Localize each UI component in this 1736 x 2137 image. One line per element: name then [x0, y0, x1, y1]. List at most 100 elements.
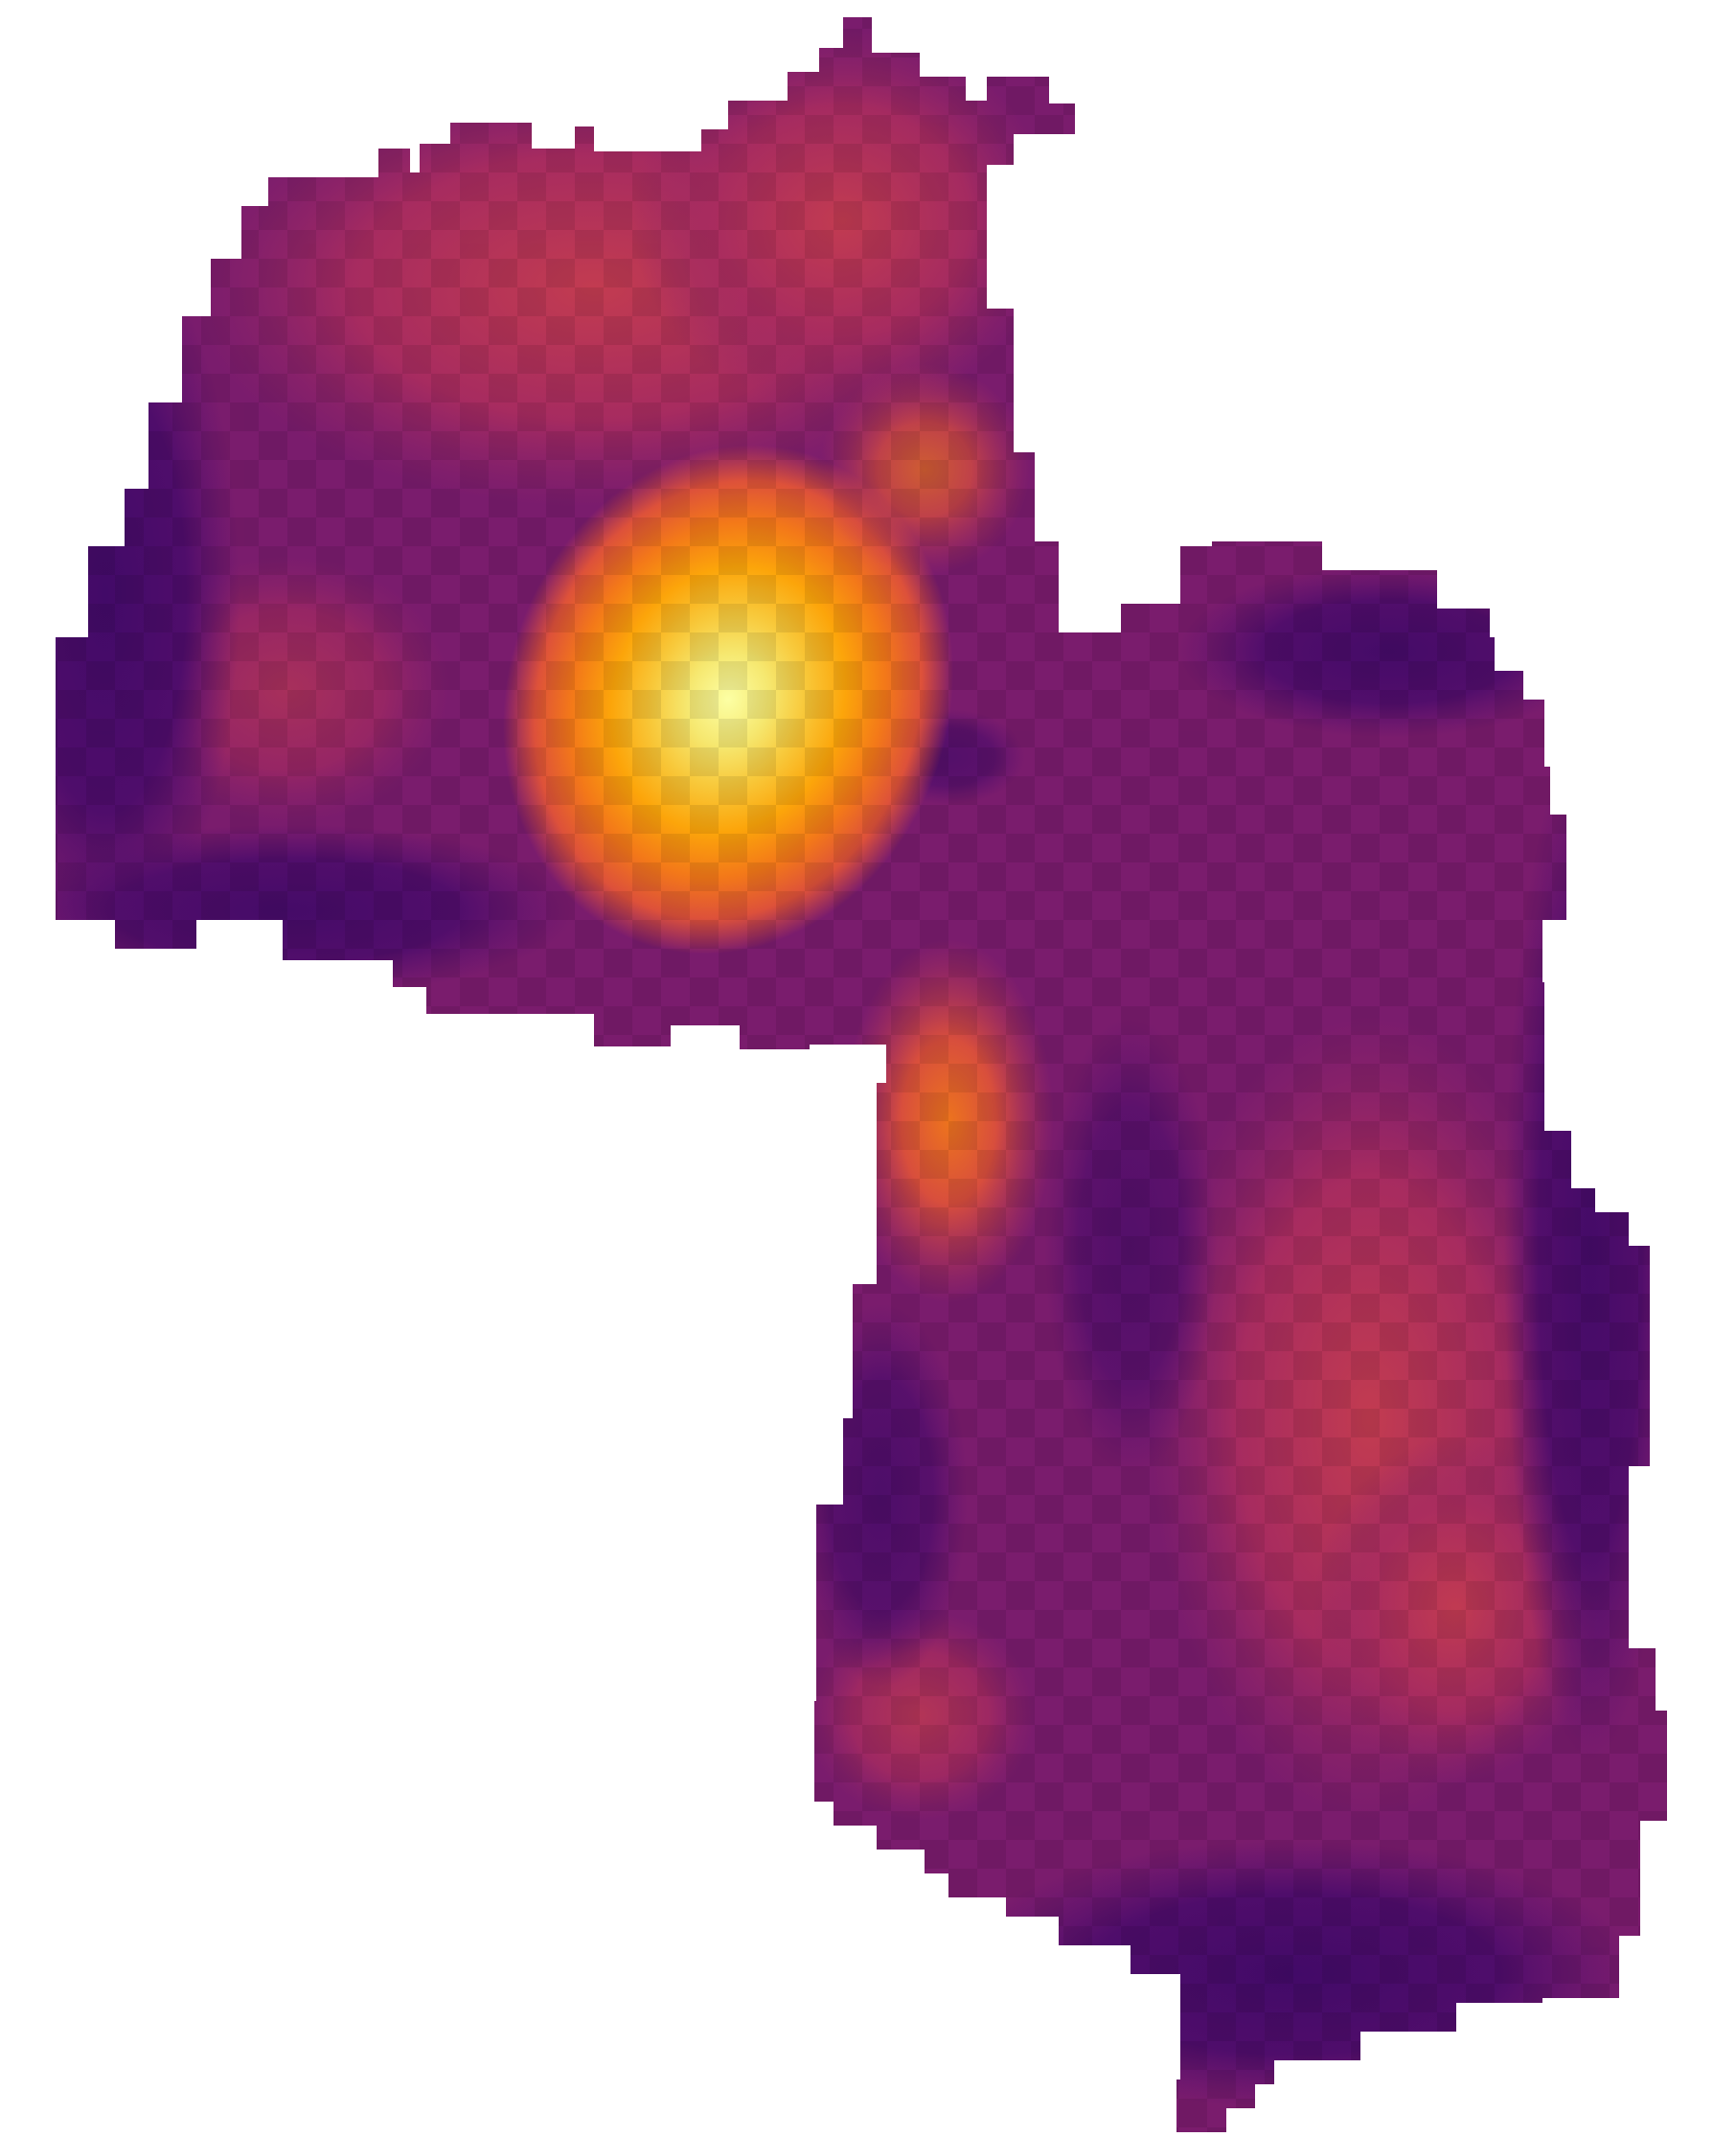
raster-cell	[1523, 431, 1552, 460]
raster-cell	[287, 1437, 316, 1466]
raster-cell	[1322, 2070, 1351, 2099]
raster-cell	[56, 29, 57, 57]
raster-cell	[632, 977, 661, 1006]
raster-cell	[719, 1984, 747, 2012]
raster-cell	[776, 949, 805, 977]
raster-cell	[460, 1955, 489, 1984]
raster-cell	[719, 431, 747, 460]
raster-cell	[172, 17, 201, 29]
raster-cell	[977, 460, 1006, 489]
raster-cell	[1121, 1639, 1150, 1667]
raster-cell	[719, 144, 747, 172]
raster-cell	[1150, 1897, 1178, 1926]
raster-cell	[172, 1552, 201, 1581]
raster-cell	[719, 1409, 747, 1437]
raster-cell	[747, 977, 776, 1006]
raster-cell	[144, 719, 172, 747]
raster-cell	[345, 57, 374, 86]
raster-cell	[1150, 1092, 1178, 1121]
raster-cell	[575, 1495, 604, 1524]
raster-cell	[1523, 1236, 1552, 1265]
raster-cell	[1121, 374, 1150, 402]
raster-cell	[1322, 920, 1351, 949]
raster-cell	[374, 1236, 402, 1265]
raster-cell	[891, 1926, 920, 1955]
raster-cell	[230, 1265, 259, 1294]
raster-cell	[431, 374, 460, 402]
raster-cell	[747, 1552, 776, 1581]
raster-cell	[1035, 1265, 1063, 1294]
raster-cell	[805, 1495, 834, 1524]
raster-cell	[776, 1179, 805, 1207]
raster-cell	[1552, 1150, 1581, 1179]
raster-cell	[1063, 661, 1092, 690]
raster-cell	[0, 230, 29, 259]
raster-cell	[948, 604, 977, 632]
raster-cell	[719, 29, 747, 57]
raster-cell	[862, 1265, 891, 1294]
raster-cell	[517, 287, 546, 316]
raster-cell	[1408, 2099, 1437, 2127]
raster-cell	[1552, 1495, 1581, 1524]
raster-cell	[201, 1984, 230, 2012]
raster-cell	[632, 690, 661, 719]
raster-cell	[1293, 29, 1322, 57]
raster-cell	[489, 1236, 517, 1265]
raster-cell	[1725, 1552, 1736, 1581]
raster-cell	[1121, 834, 1150, 862]
raster-cell	[201, 1869, 230, 1897]
raster-cell	[1610, 1207, 1638, 1236]
raster-cell	[862, 1955, 891, 1984]
raster-cell	[1236, 201, 1265, 230]
raster-cell	[374, 1121, 402, 1150]
raster-cell	[1092, 460, 1121, 489]
raster-cell	[345, 287, 374, 316]
raster-cell	[201, 1409, 230, 1437]
raster-cell	[1725, 1897, 1736, 1926]
raster-cell	[0, 1265, 29, 1294]
raster-cell	[115, 1552, 144, 1581]
raster-cell	[1523, 1811, 1552, 1840]
raster-cell	[1495, 1437, 1523, 1466]
raster-cell	[1351, 1984, 1380, 2012]
raster-cell	[719, 1581, 747, 1610]
raster-cell	[1006, 1639, 1035, 1667]
raster-cell	[1092, 1840, 1121, 1869]
raster-cell	[1638, 316, 1667, 345]
raster-cell	[1322, 1552, 1351, 1581]
raster-cell	[1437, 172, 1466, 201]
raster-cell	[56, 2099, 57, 2127]
raster-cell	[57, 2070, 86, 2099]
raster-cell	[1638, 891, 1667, 920]
raster-cell	[632, 1092, 661, 1121]
raster-cell	[345, 1552, 374, 1581]
raster-cell	[144, 834, 172, 862]
raster-cell	[776, 1754, 805, 1782]
raster-cell	[201, 661, 230, 690]
raster-cell	[1178, 891, 1207, 920]
raster-cell	[287, 1495, 316, 1524]
raster-cell	[1236, 1696, 1265, 1725]
raster-cell	[1552, 805, 1581, 834]
raster-cell	[546, 1984, 575, 2012]
raster-cell	[834, 1754, 862, 1782]
raster-cell	[1495, 747, 1523, 776]
raster-cell	[719, 201, 747, 230]
raster-cell	[144, 604, 172, 632]
raster-cell	[1638, 1179, 1667, 1207]
raster-cell	[460, 115, 489, 144]
raster-cell	[776, 1466, 805, 1495]
raster-cell	[1380, 345, 1408, 374]
raster-cell	[230, 2127, 259, 2132]
raster-cell	[460, 2012, 489, 2041]
raster-cell	[1207, 1265, 1236, 1294]
raster-cell	[1638, 1294, 1667, 1322]
raster-cell	[1696, 776, 1725, 805]
raster-cell	[1523, 1006, 1552, 1035]
raster-cell	[891, 201, 920, 230]
raster-cell	[604, 1984, 632, 2012]
raster-cell	[1063, 1869, 1092, 1897]
raster-cell	[891, 1524, 920, 1552]
raster-cell	[604, 1639, 632, 1667]
raster-cell	[316, 719, 345, 747]
